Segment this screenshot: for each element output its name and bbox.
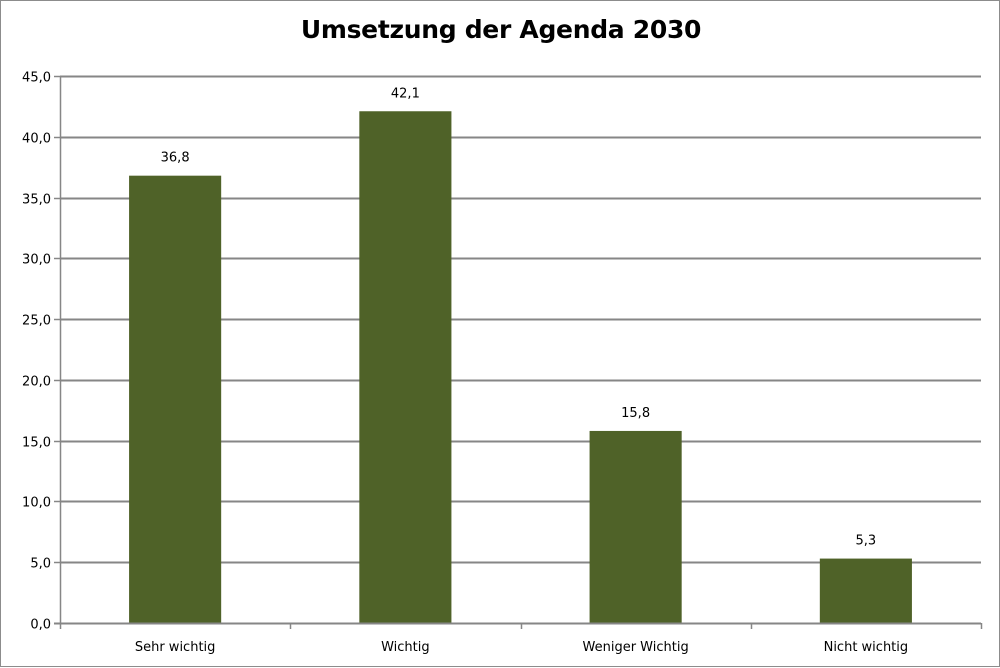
y-tick-label: 40,0: [22, 132, 51, 147]
bars: [129, 111, 912, 624]
y-tick-label: 15,0: [22, 436, 51, 451]
bar: [129, 175, 222, 624]
bar-data-label: 15,8: [621, 406, 650, 421]
y-tick-label: 10,0: [22, 496, 51, 511]
x-tick-label: Sehr wichtig: [135, 640, 216, 655]
bar-data-label: 42,1: [391, 86, 420, 101]
bar-data-label: 36,8: [161, 151, 190, 166]
bar-data-label: 5,3: [856, 534, 877, 549]
bar: [359, 111, 452, 624]
bar: [589, 430, 682, 623]
labels: 0,0 5,0 10,0 15,0 20,0 25,0 30,0 35,0 40,0 45,0 36…: [22, 71, 908, 656]
x-tick-label: Nicht wichtig: [824, 640, 909, 655]
bar: [819, 558, 912, 623]
y-tick-label: 25,0: [22, 314, 51, 329]
y-tick-label: 30,0: [22, 253, 51, 268]
y-tick-label: 35,0: [22, 193, 51, 208]
x-tick-label: Wichtig: [381, 640, 430, 655]
x-tick-label: Weniger Wichtig: [583, 640, 689, 655]
y-tick-label: 5,0: [30, 557, 51, 572]
axes: [54, 75, 983, 629]
y-tick-label: 0,0: [30, 618, 51, 633]
y-tick-label: 45,0: [22, 71, 51, 86]
y-tick-label: 20,0: [22, 375, 51, 390]
chart-title: Umsetzung der Agenda 2030: [300, 15, 702, 44]
